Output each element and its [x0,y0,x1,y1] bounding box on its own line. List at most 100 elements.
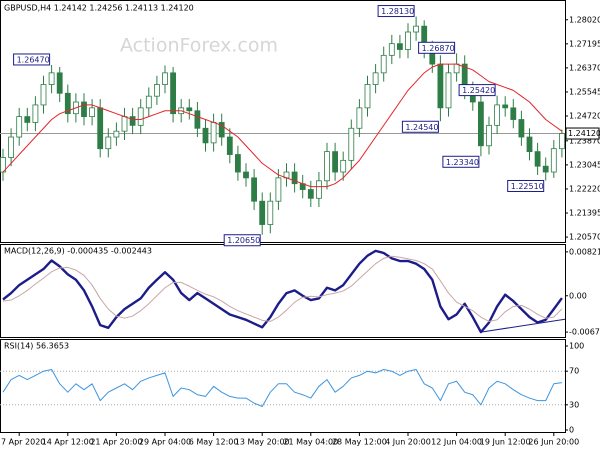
candle-body [40,84,47,106]
level-box [13,53,51,66]
level-box [442,155,480,168]
candle-body [24,116,31,123]
rsi-header: RSI(14) 56.3653 [4,342,69,351]
candle-body [559,133,565,150]
level-label: 1.20650 [227,236,260,245]
last-price-label: 1.24120 [568,129,600,138]
x-tick-label: 29 Apr 04:00 [139,438,191,447]
level-label: 1.24540 [405,123,438,132]
candle-body [81,101,87,118]
x-tick-label: 28 May 12:00 [332,438,387,447]
candle-body [113,130,120,138]
candle-body [202,127,209,144]
level-box [401,120,439,133]
y-tick-label: 1.24720 [569,112,600,121]
candle-body [121,116,128,132]
y-tick-label: 100 [569,342,584,351]
candle-body [153,84,160,97]
moving-average [2,63,563,188]
y-tick-label: 0.008213 [569,247,600,256]
candle-body [356,107,363,129]
x-tick-label: 21 May 04:00 [283,438,338,447]
candle-body [340,159,347,173]
candle-body [332,151,339,173]
y-tick-label: 1.23045 [569,160,600,169]
y-tick-label: 1.28020 [569,15,600,24]
level-label: 1.23340 [446,158,479,167]
candle-body [267,200,274,225]
candle-body [413,25,420,33]
candle-body [56,72,63,94]
x-tick-label: 19 Jun 12:00 [480,438,531,447]
candle-body [105,136,112,150]
candle-body [324,151,330,182]
level-box [418,41,456,54]
y-tick-label: 1.21395 [569,209,600,218]
candle-body [380,54,387,74]
candle-body [388,43,395,56]
y-tick-label: 1.20570 [569,233,600,242]
candle-body [275,177,282,202]
candle-body [194,110,201,129]
indicator-line [2,249,563,334]
y-tick-label: 1.27195 [569,39,600,48]
candle-body [494,104,501,126]
candle-body [243,171,249,179]
candle-body [8,136,15,158]
candle-body [32,104,39,123]
candle-body [348,127,355,161]
macd-header: MACD(12,26,9) -0.000435 -0.002443 [4,247,152,256]
level-label: 1.22510 [511,182,544,191]
rsi-panel [0,339,566,433]
y-tick-label: 70 [569,367,579,376]
candle-body [291,171,298,185]
y-tick-label: 1.23870 [569,136,600,145]
candle-body [502,104,509,109]
watermark: ActionForex.com [120,35,278,57]
level-box [507,179,545,192]
level-label: 1.26470 [17,55,50,64]
candle-body [477,101,484,147]
candle-body [259,200,266,225]
candle-body [396,43,403,50]
y-tick-label: 1.26370 [569,63,600,72]
candle-body [234,154,241,173]
candle-body [162,72,168,85]
level-label: 1.25420 [462,86,495,95]
candle-body [145,95,152,109]
candle-body [210,122,217,144]
y-tick-label: -0.006796 [569,328,600,337]
candle-body [16,116,23,138]
candle-body [518,119,525,138]
candle-body [218,122,225,138]
candle-body [510,107,517,120]
candle-body [372,72,379,85]
y-tick-label: 0 [569,426,574,435]
candle-body [437,63,444,109]
candle-body [445,72,452,109]
candle-body [534,151,541,167]
level-label: 1.26870 [422,44,455,53]
x-tick-label: 14 Apr 12:00 [42,438,94,447]
candle-body [364,84,371,109]
candle-body [251,177,258,202]
candle-body [89,107,95,118]
x-tick-label: 12 Jun 04:00 [431,438,482,447]
indicator-line [2,255,563,322]
level-box [458,84,496,97]
x-tick-label: 7 Apr 2020 [1,438,45,447]
x-tick-label: 26 Jun 20:00 [528,438,579,447]
candle-body [48,72,55,85]
candle-body [526,136,533,153]
y-tick-label: 0.00 [569,291,587,300]
y-tick-label: 30 [569,400,579,409]
candle-body [486,124,492,147]
level-label: 1.28130 [381,7,414,16]
trendline [480,318,566,333]
last-price-box [565,127,600,140]
candle-body [64,92,71,115]
candle-body [226,136,233,155]
candle-body [137,107,144,126]
